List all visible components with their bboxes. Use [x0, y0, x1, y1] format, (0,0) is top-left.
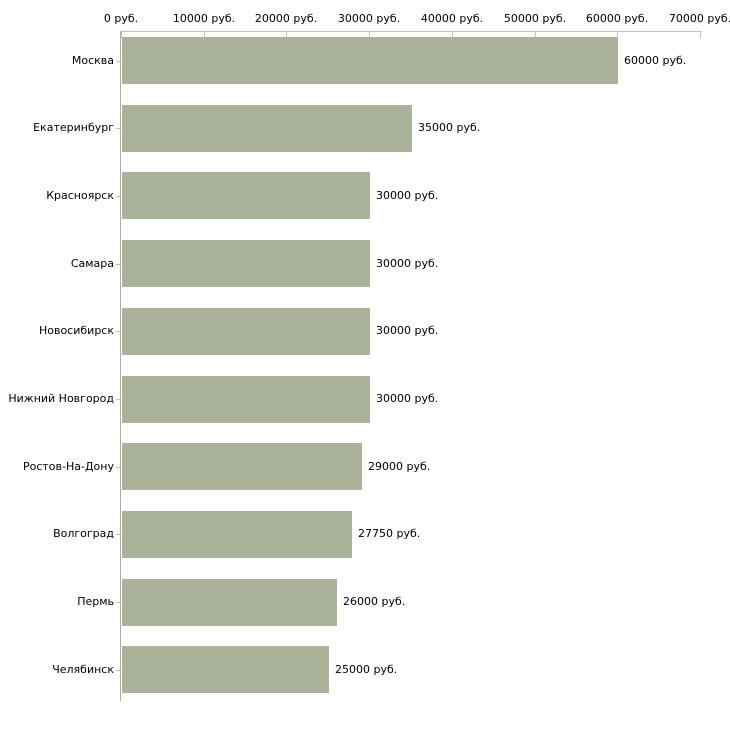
bar: [122, 579, 337, 626]
x-axis-tick: [700, 31, 701, 38]
value-label: 27750 руб.: [358, 527, 421, 540]
y-axis-tick: [116, 602, 121, 603]
x-axis-tick: [535, 31, 536, 38]
y-axis-tick: [116, 534, 121, 535]
y-axis-tick: [116, 128, 121, 129]
y-axis-tick: [116, 196, 121, 197]
value-label: 35000 руб.: [418, 121, 481, 134]
y-axis-line: [120, 31, 121, 701]
x-axis-tick: [121, 31, 122, 38]
value-label: 26000 руб.: [343, 595, 406, 608]
category-label: Пермь: [77, 595, 114, 608]
value-label: 29000 руб.: [368, 460, 431, 473]
value-label: 30000 руб.: [376, 324, 439, 337]
category-label: Челябинск: [52, 663, 114, 676]
bar: [122, 240, 370, 287]
category-label: Москва: [71, 54, 114, 67]
x-axis-tick-label: 20000 руб.: [254, 12, 318, 25]
x-axis-tick-label: 0 руб.: [103, 12, 139, 25]
x-axis-line: [121, 31, 702, 32]
category-label: Волгоград: [53, 527, 114, 540]
value-label: 30000 руб.: [376, 189, 439, 202]
y-axis-tick: [116, 670, 121, 671]
x-axis-tick: [452, 31, 453, 38]
x-axis-tick-label: 60000 руб.: [585, 12, 649, 25]
x-axis-tick-label: 10000 руб.: [172, 12, 236, 25]
bar: [122, 105, 412, 152]
category-label: Самара: [70, 257, 114, 270]
y-axis-tick: [116, 467, 121, 468]
x-axis-tick-label: 70000 руб.: [668, 12, 730, 25]
value-label: 30000 руб.: [376, 392, 439, 405]
x-axis-tick: [204, 31, 205, 38]
category-label: Ростов-На-Дону: [22, 460, 114, 473]
bar: [122, 646, 329, 693]
x-axis-tick: [617, 31, 618, 38]
category-label: Красноярск: [46, 189, 114, 202]
value-label: 25000 руб.: [335, 663, 398, 676]
y-axis-tick: [116, 264, 121, 265]
category-label: Нижний Новгород: [8, 392, 114, 405]
y-axis-tick: [116, 61, 121, 62]
x-axis-tick-label: 30000 руб.: [337, 12, 401, 25]
bar: [122, 37, 618, 84]
x-axis-tick-label: 40000 руб.: [420, 12, 484, 25]
y-axis-tick: [116, 331, 121, 332]
value-label: 60000 руб.: [624, 54, 687, 67]
y-axis-tick: [116, 399, 121, 400]
category-label: Новосибирск: [38, 324, 114, 337]
category-label: Екатеринбург: [33, 121, 114, 134]
bar: [122, 172, 370, 219]
x-axis-tick: [286, 31, 287, 38]
bar: [122, 308, 370, 355]
x-axis-tick: [369, 31, 370, 38]
bar: [122, 443, 362, 490]
bar: [122, 511, 352, 558]
value-label: 30000 руб.: [376, 257, 439, 270]
x-axis-tick-label: 50000 руб.: [503, 12, 567, 25]
bar: [122, 376, 370, 423]
